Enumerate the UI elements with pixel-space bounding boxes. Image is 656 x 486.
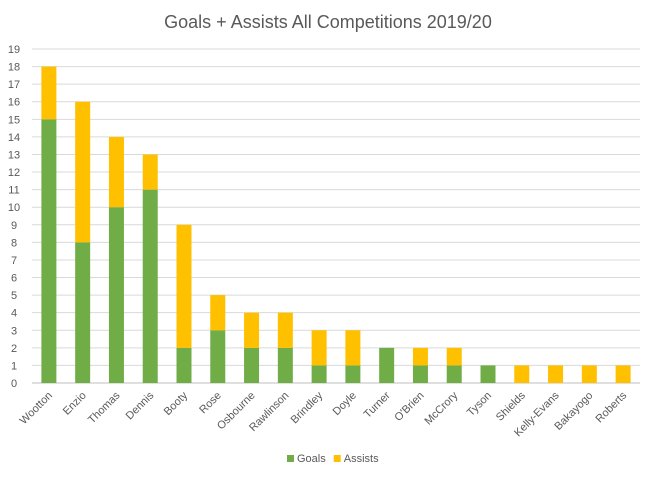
bar-assists bbox=[41, 66, 57, 120]
bar-goals bbox=[108, 207, 124, 383]
x-tick-label: Turner bbox=[362, 389, 393, 420]
bar-assists bbox=[108, 136, 124, 208]
bar-assists bbox=[244, 312, 260, 348]
bar-assists bbox=[311, 330, 327, 366]
y-tick-label: 6 bbox=[11, 273, 17, 285]
legend-label-assists: Assists bbox=[344, 453, 379, 465]
bar-goals bbox=[345, 365, 361, 383]
bar-goals bbox=[244, 347, 260, 383]
x-tick-label: Wootton bbox=[18, 390, 55, 427]
y-tick-label: 18 bbox=[8, 62, 20, 74]
bar-goals bbox=[210, 330, 226, 383]
chart-title: Goals + Assists All Competitions 2019/20 bbox=[164, 12, 492, 32]
bar-goals bbox=[176, 347, 192, 383]
x-tick-label: McCrory bbox=[422, 389, 460, 427]
bar-assists bbox=[514, 365, 530, 383]
y-tick-label: 15 bbox=[8, 114, 20, 126]
y-tick-label: 7 bbox=[11, 255, 17, 267]
bar-goals bbox=[142, 189, 158, 383]
y-tick-label: 8 bbox=[11, 237, 17, 249]
legend-swatch-assists bbox=[333, 455, 341, 462]
bar-goals bbox=[311, 365, 327, 383]
bar-assists bbox=[412, 347, 428, 366]
y-tick-label: 11 bbox=[8, 185, 19, 197]
bar-assists bbox=[277, 312, 293, 348]
y-tick-label: 2 bbox=[11, 343, 17, 355]
y-tick-label: 17 bbox=[8, 79, 20, 91]
bar-assists bbox=[345, 330, 361, 366]
bar-assists bbox=[142, 154, 158, 190]
y-tick-label: 13 bbox=[8, 149, 20, 161]
bar-goals bbox=[379, 347, 395, 383]
y-tick-label: 9 bbox=[11, 220, 17, 232]
legend-label-goals: Goals bbox=[297, 453, 326, 465]
x-tick-label: Rose bbox=[197, 390, 224, 417]
y-tick-label: 10 bbox=[8, 202, 20, 214]
x-tick-label: Doyle bbox=[331, 390, 359, 418]
x-tick-label: Tyson bbox=[465, 390, 494, 419]
bar-assists bbox=[615, 365, 631, 383]
bar-assists bbox=[75, 101, 91, 243]
bar-assists bbox=[210, 295, 226, 331]
y-tick-label: 5 bbox=[11, 290, 17, 302]
x-tick-label: Booty bbox=[162, 389, 191, 418]
legend-swatch-goals bbox=[287, 455, 294, 462]
bar-goals bbox=[446, 365, 462, 383]
bar-goals bbox=[75, 242, 91, 383]
bar-assists bbox=[176, 224, 192, 348]
bar-goals bbox=[412, 365, 428, 383]
x-tick-label: Brindley bbox=[289, 389, 326, 426]
bar-goals bbox=[41, 119, 57, 383]
bar-assists bbox=[548, 365, 564, 383]
y-tick-label: 1 bbox=[11, 360, 17, 372]
y-tick-label: 14 bbox=[8, 132, 20, 144]
x-tick-label: Thomas bbox=[86, 389, 123, 426]
bar-assists bbox=[581, 365, 597, 383]
y-tick-label: 12 bbox=[8, 167, 20, 179]
bar-assists bbox=[446, 347, 462, 366]
y-tick-label: 19 bbox=[8, 44, 20, 56]
x-tick-label: Dennis bbox=[124, 389, 157, 422]
x-tick-label: Roberts bbox=[594, 389, 630, 425]
bar-goals bbox=[277, 347, 293, 383]
y-tick-label: 3 bbox=[11, 325, 17, 337]
y-tick-label: 0 bbox=[11, 378, 17, 390]
y-tick-label: 4 bbox=[11, 308, 17, 320]
y-tick-label: 16 bbox=[8, 97, 20, 109]
bar-goals bbox=[480, 365, 496, 383]
x-tick-label: Enzio bbox=[61, 390, 89, 418]
